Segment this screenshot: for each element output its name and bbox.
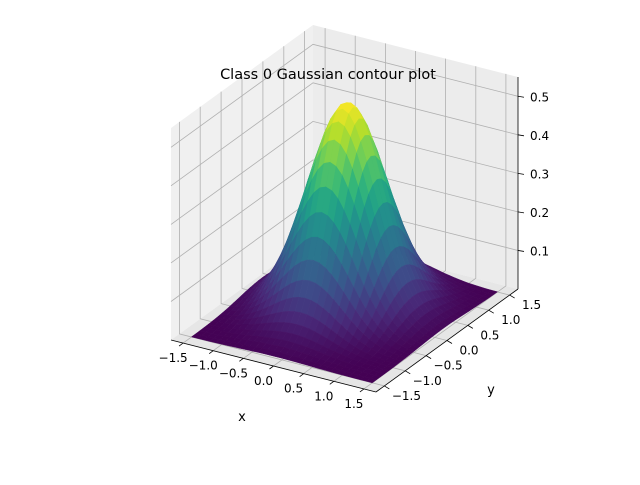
- x-axis-label: x: [238, 410, 246, 425]
- x-tick: [299, 373, 304, 377]
- surface-patch: [365, 378, 377, 384]
- y-axis-label: y: [487, 383, 495, 398]
- y-tick: [425, 355, 432, 359]
- grid-line-z: [170, 82, 519, 187]
- y-tick-label: −0.5: [434, 359, 463, 373]
- x-tick-label: −1.0: [189, 359, 218, 373]
- x-tick-label: 0.5: [284, 382, 303, 396]
- z-tick-label: 0.4: [530, 129, 549, 143]
- z-tick-label: 0.1: [530, 245, 549, 259]
- grid-line-y: [178, 121, 385, 387]
- x-tick: [239, 358, 244, 362]
- x-tick: [359, 388, 365, 393]
- z-tick: [517, 211, 525, 214]
- z-tick: [517, 250, 525, 252]
- x-tick: [208, 350, 214, 355]
- z-tick: [517, 172, 525, 175]
- grid-line-z: [170, 120, 519, 225]
- y-tick-label: −1.0: [413, 374, 442, 388]
- z-tick-label: 0.5: [530, 90, 549, 104]
- y-tick-label: 1.5: [522, 298, 541, 312]
- chart-title: Class 0 Gaussian contour plot: [220, 67, 436, 83]
- y-tick: [488, 309, 494, 314]
- y-tick: [405, 370, 411, 375]
- tick-labels: −1.5−1.0−0.50.00.51.01.5−1.5−1.0−0.50.00…: [159, 90, 550, 411]
- x-tick-label: −1.5: [159, 351, 188, 365]
- y-tick: [384, 385, 390, 390]
- x-tick: [269, 365, 274, 370]
- grid-line-z: [170, 159, 519, 264]
- x-tick-label: −0.5: [219, 366, 248, 380]
- y-tick: [446, 340, 453, 344]
- x-tick-label: 1.0: [314, 389, 333, 403]
- x-tick: [329, 380, 335, 385]
- x-tick-label: 0.0: [254, 374, 273, 388]
- y-tick: [509, 294, 515, 299]
- y-tick: [467, 325, 474, 329]
- z-tick-label: 0.3: [530, 167, 549, 181]
- y-tick-label: 0.0: [459, 344, 478, 358]
- x-tick-label: 1.5: [344, 397, 363, 411]
- grid-line-z: [170, 43, 519, 148]
- z-tick: [517, 95, 525, 98]
- y-tick-label: 0.5: [480, 328, 499, 342]
- y-tick-label: 1.0: [501, 313, 520, 327]
- gaussian-surface: [190, 102, 499, 384]
- z-tick: [517, 134, 525, 137]
- z-tick-label: 0.2: [530, 206, 549, 220]
- x-tick: [178, 342, 184, 347]
- grid-line-x: [363, 73, 507, 390]
- y-tick-label: −1.5: [392, 389, 421, 403]
